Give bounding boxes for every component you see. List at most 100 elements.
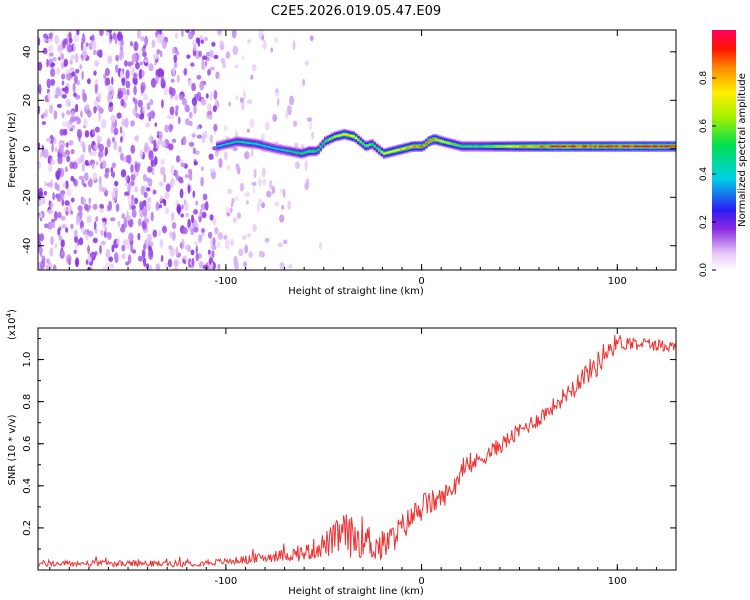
noise-speck — [78, 209, 83, 219]
ridge-cell — [350, 134, 353, 137]
noise-speck — [207, 249, 211, 255]
y-tick-label: 1.0 — [22, 352, 33, 368]
noise-speck — [204, 61, 207, 67]
snr-multiplier: (x104) — [5, 309, 18, 340]
ridge-cell — [408, 146, 412, 149]
noise-speck — [135, 112, 139, 119]
noise-speck — [75, 257, 79, 267]
noise-speck — [48, 45, 54, 53]
ridge-cell — [436, 139, 440, 142]
noise-speck — [103, 73, 106, 79]
noise-speck — [232, 45, 239, 56]
noise-speck — [160, 69, 165, 77]
noise-speck — [62, 128, 68, 136]
noise-speck — [64, 166, 68, 173]
noise-speck — [86, 229, 90, 235]
noise-speck — [81, 50, 88, 60]
noise-speck — [116, 112, 122, 119]
noise-speck — [182, 227, 186, 234]
noise-speck — [120, 226, 126, 233]
noise-speck — [74, 33, 79, 43]
noise-speck — [179, 188, 184, 199]
ridge-cell — [352, 135, 355, 138]
noise-speck — [229, 207, 233, 214]
noise-speck — [217, 263, 221, 270]
ridge-cell — [263, 144, 266, 147]
ridge-cell — [636, 145, 640, 148]
ridge-cell — [387, 151, 391, 154]
noise-speck — [158, 131, 163, 141]
noise-speck — [88, 144, 92, 154]
ridge-cell — [648, 145, 651, 148]
noise-speck — [143, 243, 147, 251]
ridge-cell — [324, 140, 327, 143]
noise-speck — [236, 212, 242, 219]
noise-speck — [168, 143, 174, 151]
noise-speck — [74, 235, 78, 243]
noise-speck — [195, 252, 199, 262]
noise-speck — [66, 155, 71, 163]
noise-speck — [247, 233, 252, 238]
noise-speck — [92, 128, 95, 136]
spectrogram-ticks: -100 0 100 -40 -20 0 20 40 — [22, 30, 677, 287]
ridge-cell — [580, 145, 583, 148]
noise-speck — [92, 172, 98, 181]
ridge-cell — [361, 142, 365, 145]
noise-speck — [52, 264, 57, 270]
ridge-cell — [519, 145, 522, 148]
ridge-cell — [505, 145, 508, 148]
noise-speck — [104, 67, 110, 77]
noise-speck — [61, 94, 67, 99]
noise-speck — [142, 174, 147, 182]
noise-speck — [108, 101, 114, 108]
noise-speck — [163, 86, 168, 96]
noise-speck — [244, 151, 250, 160]
noise-speck — [128, 232, 134, 242]
ridge-cell — [497, 145, 501, 148]
noise-speck — [145, 177, 150, 183]
noise-speck — [132, 108, 137, 116]
colorbar-ticks: 0.0 0.2 0.4 0.6 0.8 — [699, 71, 716, 277]
x-tick-label: 0 — [418, 576, 424, 587]
ridge-cell — [613, 145, 616, 148]
noise-speck — [261, 167, 266, 178]
noise-speck — [125, 261, 130, 266]
noise-speck — [146, 187, 151, 192]
ridge-cell — [483, 145, 487, 148]
ridge-cell — [439, 139, 442, 142]
ridge-cell — [622, 145, 625, 148]
noise-speck — [99, 208, 104, 213]
noise-speck — [135, 61, 140, 70]
snr-xlabel: Height of straight line (km) — [288, 586, 424, 597]
ridge-cell — [512, 145, 515, 148]
noise-speck — [193, 161, 198, 166]
noise-speck — [306, 178, 310, 186]
ridge-cell — [551, 145, 555, 148]
noise-speck — [104, 150, 107, 157]
noise-speck — [195, 245, 198, 254]
noise-speck — [235, 163, 240, 170]
snr-series-line — [38, 334, 676, 568]
ridge-cell — [453, 143, 456, 146]
snr-multiplier-close: ) — [7, 309, 18, 313]
noise-speck — [144, 218, 150, 224]
noise-speck — [279, 214, 285, 223]
noise-speck — [143, 93, 149, 101]
noise-speck — [289, 95, 295, 106]
noise-speck — [148, 152, 154, 161]
ridge-cell — [249, 142, 252, 145]
noise-speck — [217, 30, 222, 34]
ridge-cell — [284, 149, 287, 152]
noise-speck — [256, 203, 261, 213]
noise-speck — [171, 221, 177, 230]
noise-speck — [70, 223, 74, 229]
noise-speck — [175, 108, 178, 117]
noise-speck — [80, 110, 83, 118]
noise-speck — [148, 63, 154, 72]
ridge-cell — [474, 145, 477, 148]
noise-speck — [207, 110, 213, 116]
ridge-cell — [629, 145, 632, 148]
noise-speck — [193, 209, 198, 215]
noise-speck — [61, 73, 66, 80]
noise-speck — [219, 40, 224, 46]
